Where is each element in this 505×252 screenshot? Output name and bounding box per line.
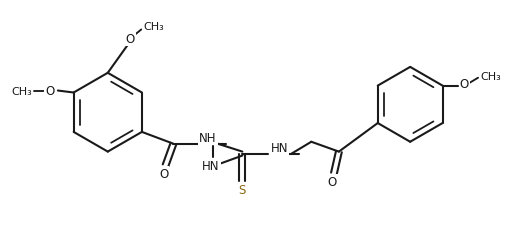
Text: O: O <box>126 33 135 46</box>
Text: S: S <box>239 183 246 196</box>
Text: CH₃: CH₃ <box>12 86 32 96</box>
Text: O: O <box>327 175 337 188</box>
Text: HN: HN <box>202 159 220 172</box>
Text: O: O <box>460 78 469 91</box>
Text: O: O <box>159 167 168 180</box>
Text: NH: NH <box>199 132 217 145</box>
Text: CH₃: CH₃ <box>143 21 164 32</box>
Text: O: O <box>45 85 55 98</box>
Text: CH₃: CH₃ <box>480 72 501 81</box>
Text: HN: HN <box>271 142 288 154</box>
